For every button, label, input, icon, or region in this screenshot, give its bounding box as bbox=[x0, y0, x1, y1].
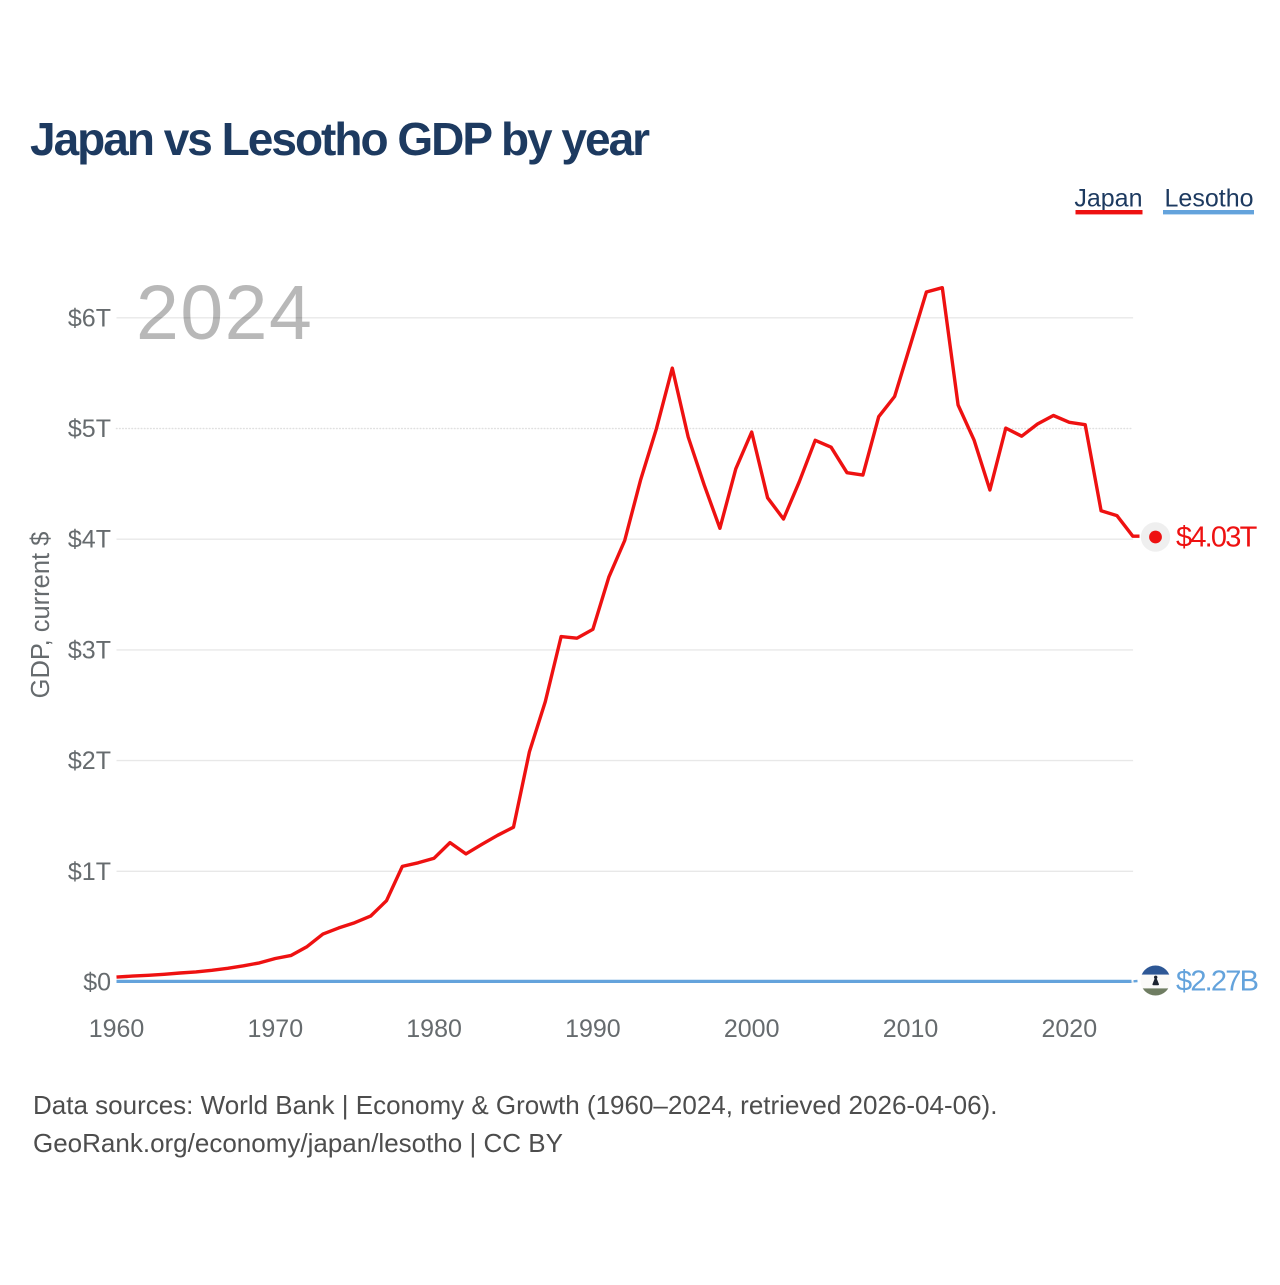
svg-text:2024: 2024 bbox=[136, 270, 313, 356]
svg-text:GDP, current $: GDP, current $ bbox=[27, 532, 55, 699]
svg-text:$3T: $3T bbox=[68, 636, 111, 664]
svg-text:$0: $0 bbox=[83, 969, 111, 997]
svg-text:$1T: $1T bbox=[68, 858, 111, 886]
svg-text:2000: 2000 bbox=[724, 1015, 780, 1043]
svg-text:Japan: Japan bbox=[1074, 185, 1142, 213]
svg-text:Data sources: World Bank | Eco: Data sources: World Bank | Economy & Gro… bbox=[33, 1090, 997, 1120]
svg-text:1990: 1990 bbox=[565, 1015, 621, 1043]
svg-text:Lesotho: Lesotho bbox=[1165, 185, 1254, 213]
svg-text:$4.03T: $4.03T bbox=[1176, 522, 1258, 554]
svg-text:$2T: $2T bbox=[68, 747, 111, 775]
svg-text:1960: 1960 bbox=[89, 1015, 145, 1043]
svg-text:GeoRank.org/economy/japan/leso: GeoRank.org/economy/japan/lesotho | CC B… bbox=[33, 1128, 563, 1158]
svg-text:Japan vs Lesotho GDP by year: Japan vs Lesotho GDP by year bbox=[30, 113, 650, 165]
svg-text:2010: 2010 bbox=[883, 1015, 939, 1043]
svg-text:2020: 2020 bbox=[1041, 1015, 1097, 1043]
svg-text:$2.27B: $2.27B bbox=[1176, 966, 1258, 998]
svg-text:1980: 1980 bbox=[406, 1015, 462, 1043]
svg-text:$5T: $5T bbox=[68, 415, 111, 443]
svg-text:$4T: $4T bbox=[68, 526, 111, 554]
svg-text:1970: 1970 bbox=[247, 1015, 303, 1043]
svg-text:$6T: $6T bbox=[68, 304, 111, 332]
